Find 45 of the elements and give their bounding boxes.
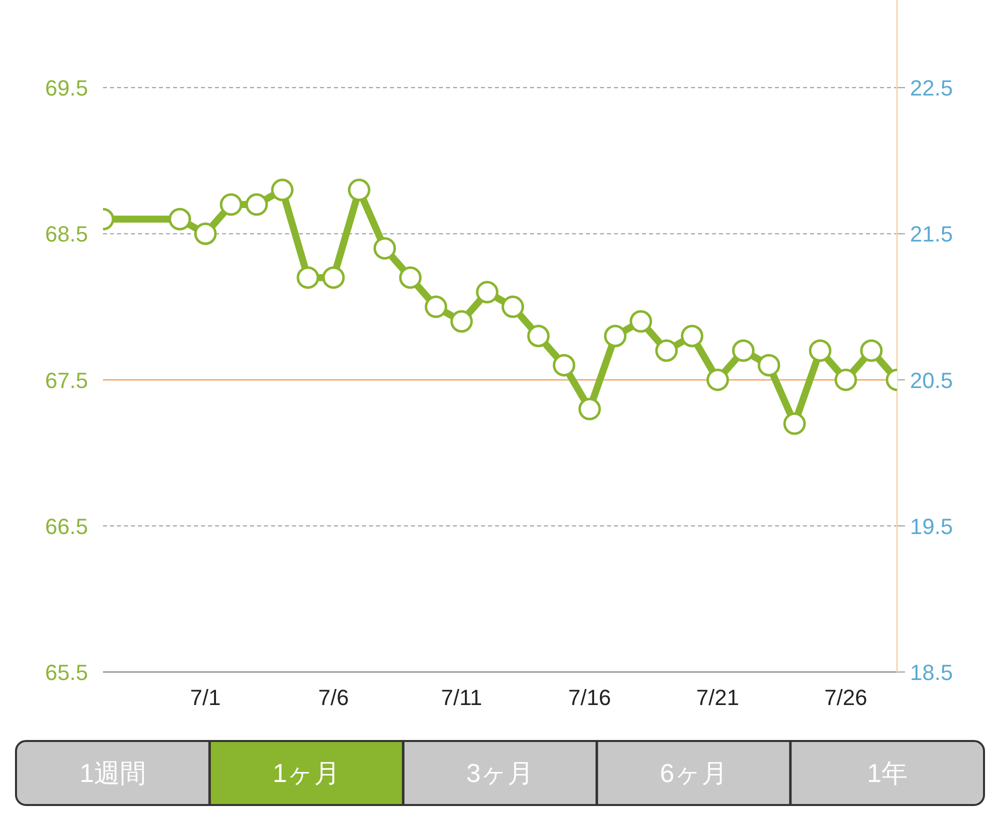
point: [552, 354, 576, 376]
point: [783, 412, 806, 435]
point: [630, 310, 652, 333]
y2-tick-label: 22.5: [910, 76, 953, 101]
x-tick-label: 7/16: [568, 685, 612, 710]
point: [808, 339, 832, 362]
y2-tick-label: 21.5: [910, 222, 953, 247]
point: [655, 339, 678, 362]
text: 1ヶ月: [272, 758, 340, 788]
point: [680, 324, 704, 348]
x-tick-label: 7/11: [440, 685, 482, 710]
point: [578, 398, 601, 420]
point: [860, 339, 883, 362]
point: [245, 193, 268, 216]
y-tick-label: 67.5: [45, 368, 88, 393]
point: [373, 237, 396, 260]
y-tick-label: 69.5: [45, 76, 88, 101]
x-tick-label: 7/21: [696, 685, 740, 710]
point: [732, 339, 755, 362]
x-tick-label: 7/1: [190, 685, 221, 710]
y-tick-label: 65.5: [45, 660, 88, 685]
y-tick-label: 66.5: [45, 514, 88, 539]
x-tick-label: 7/6: [318, 685, 349, 710]
point: [502, 296, 524, 318]
point: [424, 296, 448, 318]
y2-tick-label: 20.5: [910, 368, 953, 393]
point: [296, 266, 320, 289]
point: [399, 266, 422, 289]
y2-tick-label: 18.5: [910, 660, 953, 685]
point: [194, 222, 217, 245]
point: [271, 178, 294, 202]
y2-tick-label: 19.5: [910, 514, 953, 539]
point: [706, 368, 729, 392]
point: [604, 324, 627, 348]
point: [348, 178, 370, 202]
point: [476, 280, 498, 304]
x-tick-label: 7/26: [824, 685, 868, 710]
point: [450, 310, 473, 333]
point: [758, 354, 780, 376]
point: [220, 193, 242, 216]
y-tick-label: 68.5: [45, 222, 88, 247]
point: [527, 324, 550, 348]
point: [834, 368, 858, 392]
point: [168, 208, 192, 230]
point: [322, 266, 345, 289]
